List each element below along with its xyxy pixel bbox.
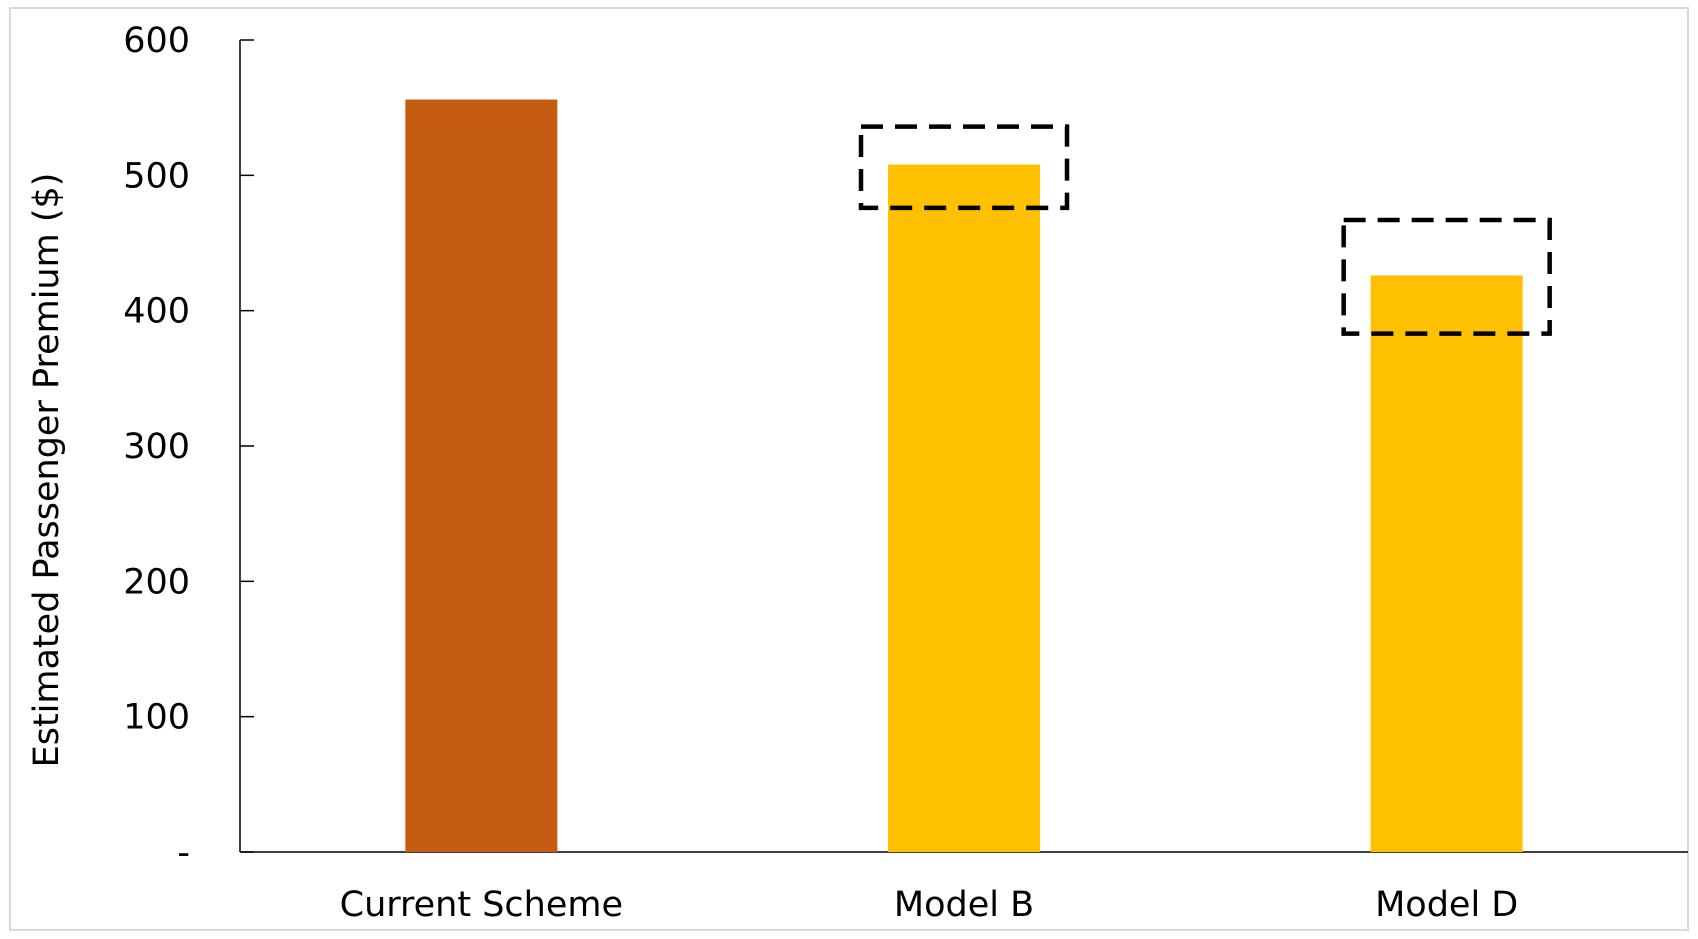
y-axis-title: Estimated Passenger Premium ($) [27, 173, 67, 768]
range-box-2 [1341, 217, 1552, 336]
y-tick-label-4: 400 [123, 292, 190, 332]
y-tick-label-5: 500 [123, 156, 190, 196]
x-category-label-2: Model D [1375, 885, 1518, 925]
y-tick-label-6: 600 [123, 21, 190, 61]
y-axis: - 100 200 300 400 500 600 [123, 21, 254, 873]
bar-1 [888, 164, 1040, 853]
y-tick-label-1: 100 [123, 698, 190, 738]
y-tick-label-3: 300 [123, 427, 190, 467]
x-category-label-1: Model B [894, 885, 1034, 925]
bar-2 [1370, 275, 1523, 853]
range-boxes-group [858, 124, 1552, 336]
y-tick-label-0: - [177, 833, 190, 873]
y-tick-label-2: 200 [123, 562, 190, 602]
bars-group [405, 99, 1523, 853]
range-box-1 [858, 124, 1070, 211]
bar-0 [405, 99, 558, 852]
x-category-label-0: Current Scheme [340, 885, 623, 925]
